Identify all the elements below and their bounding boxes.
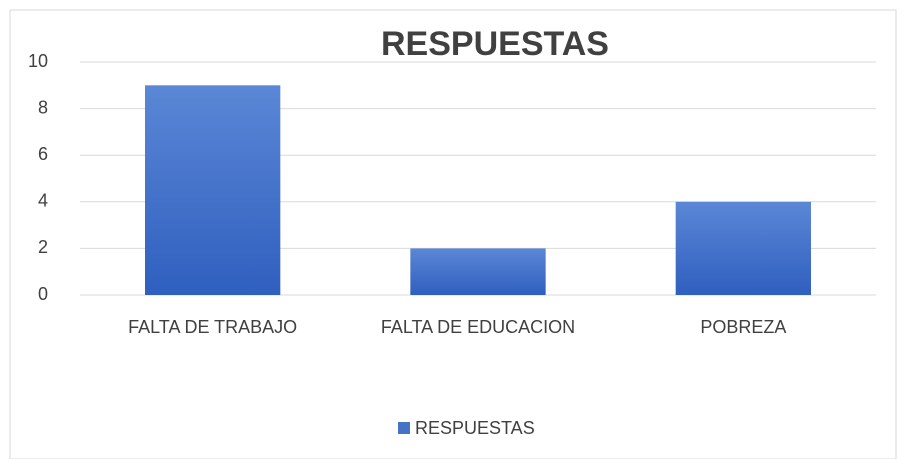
y-tick-label: 2 [38,237,48,257]
y-tick-label: 6 [38,144,48,164]
y-tick-label: 0 [38,284,48,304]
y-tick-label: 10 [28,51,48,71]
chart-title: RESPUESTAS [381,25,609,63]
bar [410,248,546,295]
x-tick-label: POBREZA [700,317,786,337]
legend-label: RESPUESTAS [415,418,535,438]
y-tick-label: 4 [38,191,48,211]
x-tick-label: FALTA DE EDUCACION [381,317,575,337]
bar [675,201,811,295]
legend-swatch [398,422,410,434]
x-tick-label: FALTA DE TRABAJO [128,317,297,337]
bar [145,85,281,295]
y-tick-label: 8 [38,97,48,117]
